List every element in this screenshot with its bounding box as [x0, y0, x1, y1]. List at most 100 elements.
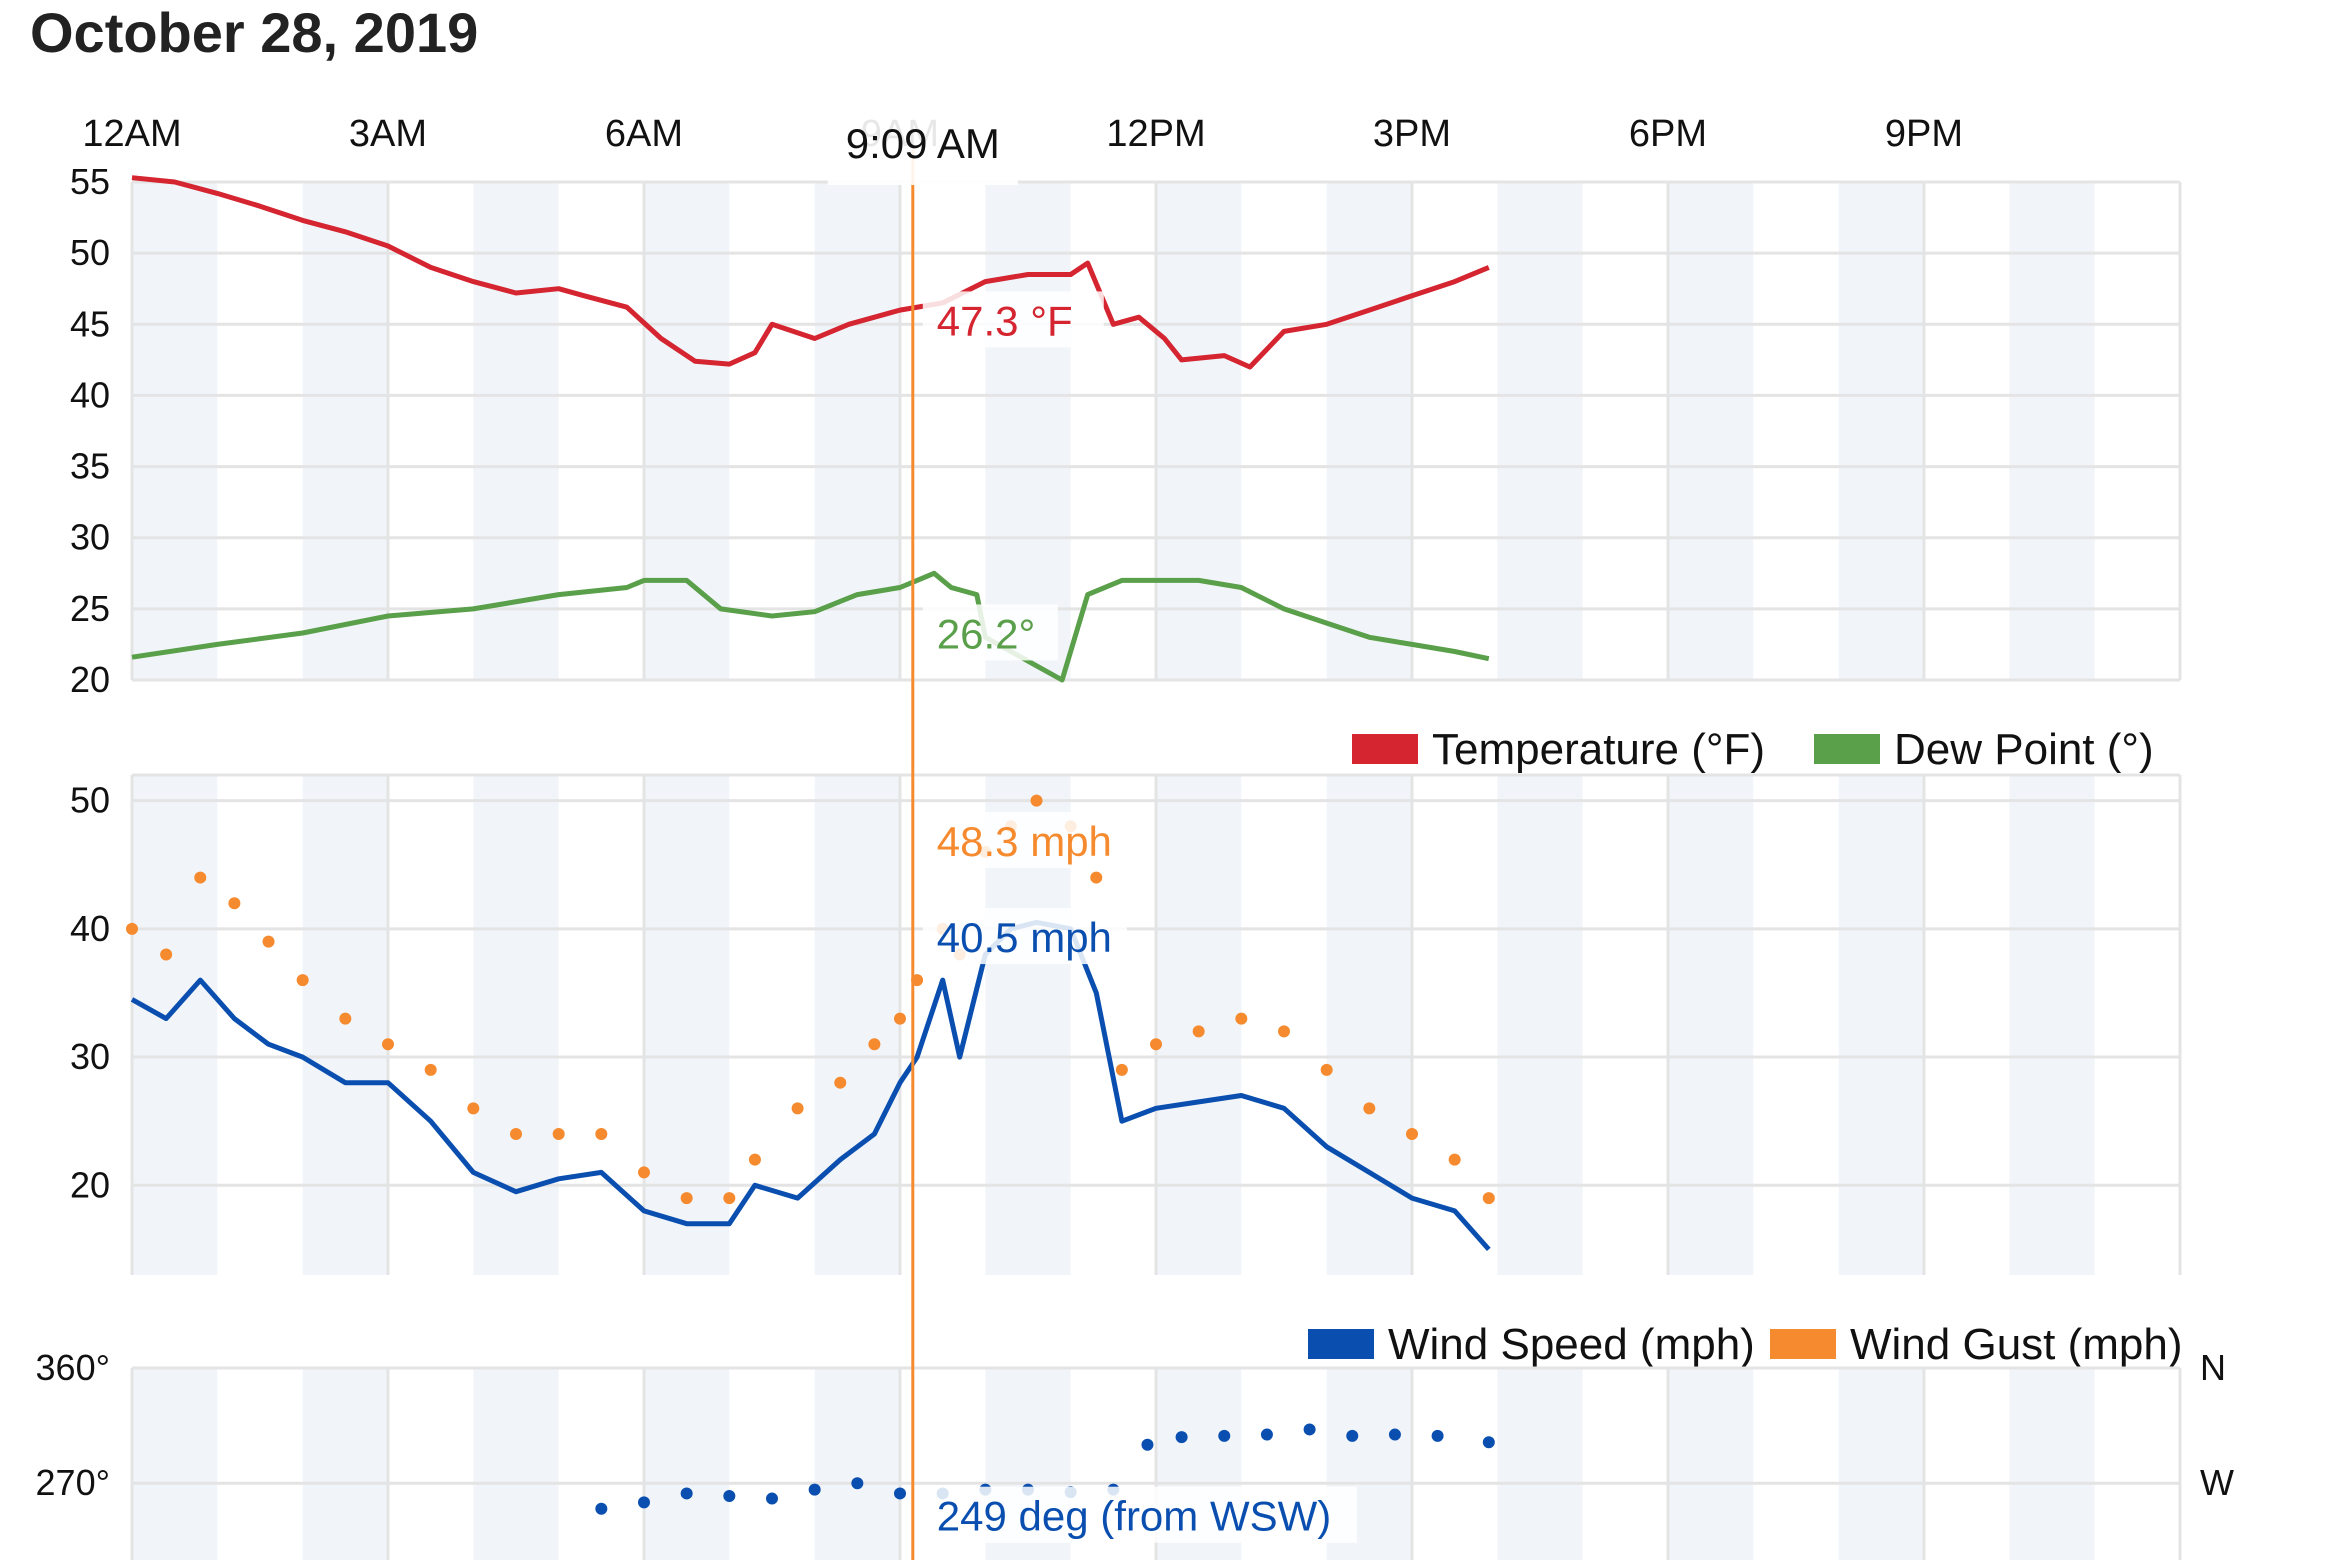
- data-point: [834, 1076, 847, 1089]
- data-point: [1030, 794, 1043, 807]
- y-tick-label: 30: [70, 517, 110, 558]
- hour-band: [2009, 182, 2095, 680]
- data-point: [851, 1477, 864, 1490]
- data-point: [1303, 1423, 1316, 1436]
- hour-band: [302, 775, 388, 1275]
- data-point: [868, 1038, 881, 1051]
- data-point: [638, 1166, 650, 1179]
- tooltip-value: 47.3 °F: [937, 297, 1073, 344]
- hour-band: [1156, 182, 1242, 680]
- series-line: [131, 570, 1490, 683]
- hour-band: [1668, 182, 1754, 680]
- y-tick-label: 50: [70, 232, 110, 273]
- data-point: [1346, 1429, 1359, 1442]
- legend-label: Wind Speed (mph): [1388, 1320, 1755, 1369]
- x-tick-label: 12PM: [1106, 113, 1205, 155]
- legend-label: Temperature (°F): [1432, 725, 1765, 774]
- series-line: [131, 175, 1490, 370]
- data-point: [1363, 1102, 1376, 1115]
- time-cursor: 9:09 AM 47.3 °F 26.2° 48.3 mph 40.5 mph 249 d…: [827, 115, 1357, 1560]
- data-point: [1115, 1063, 1128, 1076]
- data-point: [382, 1038, 394, 1051]
- hour-band: [2009, 775, 2095, 1275]
- hour-bands: [132, 182, 2095, 1560]
- hour-band: [132, 182, 218, 680]
- x-tick-label: 6PM: [1629, 113, 1707, 155]
- data-point: [424, 1063, 437, 1076]
- hour-band: [985, 182, 1071, 680]
- hour-band: [644, 775, 730, 1275]
- hour-band: [814, 775, 900, 1275]
- data-point: [748, 1153, 761, 1166]
- y-tick-label: 270°: [36, 1462, 110, 1503]
- data-point: [194, 871, 207, 884]
- data-point: [723, 1192, 736, 1205]
- data-point: [1218, 1429, 1231, 1442]
- legend-label: Dew Point (°): [1894, 725, 2154, 774]
- hour-band: [473, 1368, 559, 1560]
- hour-band: [1156, 775, 1242, 1275]
- data-point: [228, 897, 241, 910]
- data-point: [1150, 1038, 1162, 1051]
- data-point: [766, 1492, 778, 1505]
- hour-band: [1668, 1368, 1754, 1560]
- hour-band: [1497, 775, 1583, 1275]
- data-point: [262, 935, 275, 948]
- hour-band: [1838, 775, 1924, 1275]
- y-tick-label: 25: [70, 588, 110, 629]
- data-point: [894, 1487, 906, 1500]
- data-point: [1431, 1429, 1444, 1442]
- y-tick-label: 45: [70, 303, 110, 344]
- x-tick-label: 6AM: [605, 113, 683, 155]
- hour-band: [644, 182, 730, 680]
- data-point: [339, 1012, 352, 1025]
- data-point: [808, 1483, 821, 1496]
- compass-label: W: [2200, 1462, 2234, 1503]
- data-point: [680, 1487, 693, 1500]
- data-point: [1388, 1428, 1401, 1441]
- cursor-time-label: 9:09 AM: [846, 120, 1000, 167]
- hour-band: [132, 775, 218, 1275]
- hour-band: [644, 1368, 730, 1560]
- hour-band: [1668, 775, 1754, 1275]
- data-point: [1320, 1063, 1333, 1076]
- data-point: [1260, 1428, 1273, 1441]
- data-point: [595, 1502, 608, 1515]
- data-point: [160, 948, 173, 961]
- data-point: [1448, 1153, 1461, 1166]
- y-tick-label: 55: [70, 161, 110, 202]
- data-point: [126, 922, 138, 935]
- y-tick-label: 40: [70, 908, 110, 949]
- hour-band: [1838, 182, 1924, 680]
- data-point: [296, 974, 309, 987]
- temperature-dewpoint-panel: 20 25 30 35 40 45 50 55 Dew Point (°) Temperature…: [70, 161, 2180, 774]
- data-point: [1278, 1025, 1290, 1038]
- legend-swatch: [1814, 734, 1880, 764]
- hour-band: [2009, 1368, 2095, 1560]
- data-point: [1406, 1127, 1418, 1140]
- tooltip-value: 48.3 mph: [937, 818, 1112, 865]
- y-tick-label: 360°: [36, 1347, 110, 1388]
- y-tick-label: 50: [70, 780, 110, 821]
- cursor-label-box: [827, 115, 1018, 185]
- data-point: [1482, 1192, 1495, 1205]
- data-point: [1235, 1012, 1248, 1025]
- data-point: [638, 1496, 650, 1509]
- hour-band: [302, 1368, 388, 1560]
- y-tick-label: 40: [70, 374, 110, 415]
- data-point: [510, 1127, 522, 1140]
- page-title: October 28, 2019: [30, 1, 479, 64]
- tooltip-box: [922, 1486, 1357, 1543]
- tooltip-value: 26.2°: [937, 610, 1036, 657]
- data-point: [1482, 1436, 1495, 1449]
- tooltip-box: [922, 908, 1127, 965]
- data-point: [467, 1102, 480, 1115]
- data-point: [1090, 871, 1103, 884]
- hour-band: [1326, 775, 1412, 1275]
- data-point: [723, 1490, 736, 1502]
- data-point: [595, 1127, 608, 1140]
- x-tick-label: 12AM: [82, 113, 181, 155]
- hour-band: [1326, 182, 1412, 680]
- hour-band: [814, 1368, 900, 1560]
